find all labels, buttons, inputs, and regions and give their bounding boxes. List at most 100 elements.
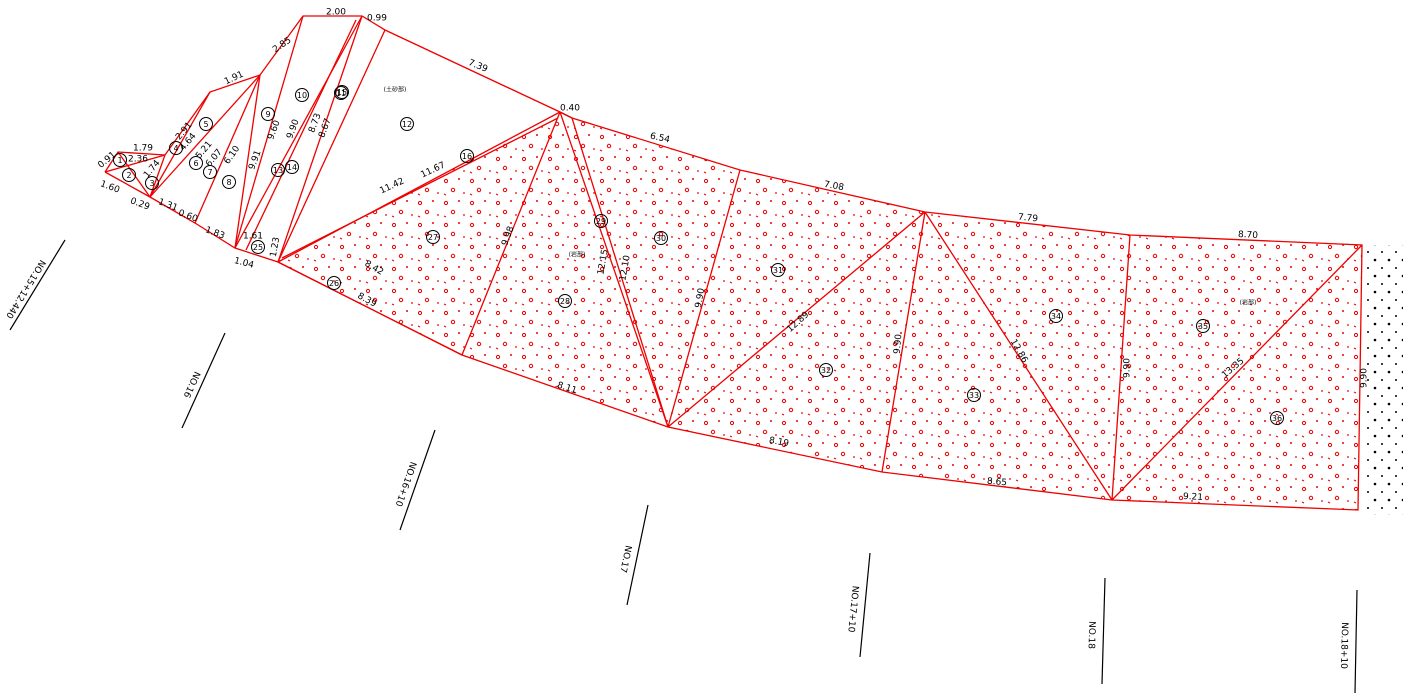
area-circle [819, 363, 833, 377]
area-number: 14 [287, 163, 297, 172]
edge-length: 1.23 [269, 236, 282, 257]
station-label: NO.16 [181, 370, 202, 400]
station-label: NO.18+10 [1338, 622, 1349, 669]
edge [277, 15, 363, 263]
edge [149, 154, 166, 198]
station-label: NO.16+10 [392, 460, 417, 508]
edge-length: 8.19 [768, 436, 790, 449]
area-number: 11 [336, 89, 346, 98]
area-circle [222, 175, 236, 189]
area-circle [771, 263, 785, 277]
edge-length: 9.90 [1360, 368, 1370, 388]
edge-length: 7.39 [467, 58, 490, 75]
edge-length: 0.40 [560, 104, 580, 114]
edge-length: 12.10 [618, 254, 632, 281]
area-number: 16 [462, 152, 472, 161]
area-circle [145, 176, 159, 190]
area-number: 29 [596, 217, 606, 226]
area-circle [122, 168, 136, 182]
area-number: 8 [226, 178, 231, 187]
station-label: NO.15+12.440 [3, 258, 47, 320]
edge-length: 0.29 [129, 196, 152, 212]
edge [277, 111, 561, 263]
zone-label: (岩部) [1240, 299, 1257, 307]
edge-length: 0.60 [177, 208, 200, 224]
edge [924, 211, 1113, 501]
edge [881, 211, 926, 473]
station-label: NO.18 [1086, 621, 1097, 649]
station-label: NO.17+10 [845, 585, 859, 633]
edge [559, 111, 573, 119]
area-number: 30 [656, 234, 666, 243]
edge-length: 1.79 [133, 144, 153, 154]
area-number: 4 [173, 144, 178, 153]
edge-length: 1.83 [204, 225, 226, 241]
edge [149, 91, 211, 198]
area-number: 34 [1051, 312, 1061, 321]
edge-length: 0.99 [367, 14, 387, 24]
area-circle [113, 153, 127, 167]
area-circle [1270, 411, 1284, 425]
area-number: 6 [193, 159, 198, 168]
area-number: 12 [402, 120, 412, 129]
area-circle [169, 141, 183, 155]
outside-rock [1366, 245, 1403, 515]
zone-label: (土砂部) [384, 86, 407, 94]
edge-length: 1.91 [223, 70, 245, 88]
area-number: 10 [297, 91, 307, 100]
station-line [399, 429, 436, 531]
area-number: 9 [265, 110, 270, 119]
area-number: 26 [329, 279, 339, 288]
edge-length: 9.90 [285, 118, 301, 141]
edge [461, 111, 561, 356]
area-number: 7 [207, 168, 212, 177]
area-circle [203, 165, 217, 179]
edge [571, 117, 669, 428]
area-circle [400, 117, 414, 131]
area-circle [271, 163, 285, 177]
edge-length: 8.70 [1238, 230, 1259, 241]
edge [104, 154, 166, 173]
edge [277, 29, 386, 263]
edge-length: 11.42 [378, 176, 406, 196]
area-circle [285, 160, 299, 174]
area-number: 27 [428, 233, 438, 242]
rock-zone [278, 112, 1362, 510]
area-number: 28 [560, 297, 570, 306]
edge-length: 12.15 [596, 249, 610, 276]
edge [234, 15, 363, 249]
edge [667, 211, 926, 428]
edge [245, 19, 357, 251]
edge-length: 9.21 [1183, 492, 1204, 503]
edge-length: 7.79 [1017, 212, 1038, 224]
area-circle [594, 214, 608, 228]
edge [1111, 244, 1363, 501]
station-line [859, 552, 871, 658]
edge [277, 261, 463, 356]
edge-length: 7.08 [823, 180, 845, 193]
area-circle [1196, 319, 1210, 333]
area-number: 36 [1272, 414, 1282, 423]
area-circle [335, 85, 349, 99]
area-number: 33 [969, 391, 979, 400]
area-number: 5 [203, 120, 208, 129]
edge [281, 117, 559, 259]
edge [234, 15, 304, 249]
area-number: 32 [821, 366, 831, 375]
edge [559, 111, 669, 428]
area-number: 15 [337, 88, 347, 97]
area-number: 31 [773, 266, 783, 275]
edge-length: 9.90 [893, 333, 905, 354]
area-circle [295, 88, 309, 102]
edge-length: 6.54 [649, 132, 671, 146]
station-line [626, 504, 649, 606]
edge-length: 2.36 [128, 155, 148, 165]
edge [234, 74, 261, 249]
area-circle [199, 117, 213, 131]
station-line [9, 239, 66, 331]
edge-length: 2.85 [271, 36, 293, 56]
edge [117, 151, 151, 198]
station-line [1101, 577, 1106, 685]
station-line [1354, 589, 1358, 694]
